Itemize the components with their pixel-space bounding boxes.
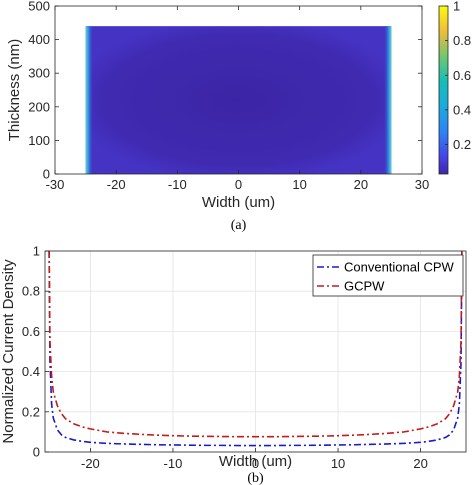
heatmap-x-tick-label: 0 (235, 177, 242, 192)
colorbar-tick-label: 0.8 (453, 33, 471, 48)
legend: Conventional CPW GCPW (312, 254, 464, 297)
legend-box (312, 254, 464, 297)
line-x-tick-label: 0 (252, 456, 259, 471)
series-line-gcpw (48, 250, 463, 438)
colorbar-tick-label: 0.2 (453, 137, 471, 152)
heatmap-y-tick-label: 500 (28, 0, 50, 14)
line-y-tick-label: 0.2 (22, 404, 40, 419)
line-y-axis-label: Normalized Current Density (0, 259, 17, 444)
conductor-right-edge (383, 26, 392, 174)
legend-label: GCPW (344, 279, 385, 294)
caption-a: (a) (231, 218, 247, 233)
line-y-tick-label: 1 (33, 244, 40, 259)
heatmap-x-axis-label: Width (um) (202, 194, 275, 211)
colorbar-tick-label: 1 (453, 0, 460, 14)
line-y-tick-label: 0.8 (22, 284, 40, 299)
colorbar (438, 5, 449, 175)
line-x-tick-label: -10 (164, 456, 183, 471)
line-x-tick-label: 10 (331, 456, 345, 471)
line-x-tick-label: -20 (81, 456, 100, 471)
heatmap-x-tick-label: -10 (168, 177, 187, 192)
heatmap-x-tick-label: 10 (292, 177, 306, 192)
heatmap-x-tick-label: 30 (415, 177, 429, 192)
heatmap-x-tick-label: -30 (46, 177, 65, 192)
legend-label: Conventional CPW (344, 260, 455, 275)
heatmap-y-tick-label: 300 (28, 66, 50, 81)
line-y-tick-label: 0 (33, 445, 40, 460)
heatmap-x-tick-label: 20 (354, 177, 368, 192)
heatmap-x-tick-label: -20 (107, 177, 126, 192)
heatmap-y-tick-label: 200 (28, 99, 50, 114)
heatmap-y-tick-label: 0 (43, 167, 50, 182)
caption-b: (b) (247, 471, 264, 485)
line-x-tick-label: 20 (413, 456, 427, 471)
colorbar-tick-label: 0.4 (453, 102, 471, 117)
heatmap-y-tick-label: 100 (28, 133, 50, 148)
line-x-axis-label: Width (um) (219, 453, 292, 470)
colorbar-tick-label: 0.6 (453, 68, 471, 83)
heatmap-y-axis-label: Thickness (nm) (6, 39, 23, 142)
conductor-field (85, 26, 392, 174)
line-y-tick-label: 0.6 (22, 324, 40, 339)
panel-b-line-chart: -20 -10 0 10 20 0 0.2 0.4 0.6 0.8 1 Width (um) Norma… (0, 244, 467, 485)
series-line-conventional-cpw (48, 250, 463, 447)
line-y-tick-label: 0.4 (22, 364, 40, 379)
heatmap-y-tick-label: 400 (28, 32, 50, 47)
conductor-left-edge (85, 26, 94, 174)
